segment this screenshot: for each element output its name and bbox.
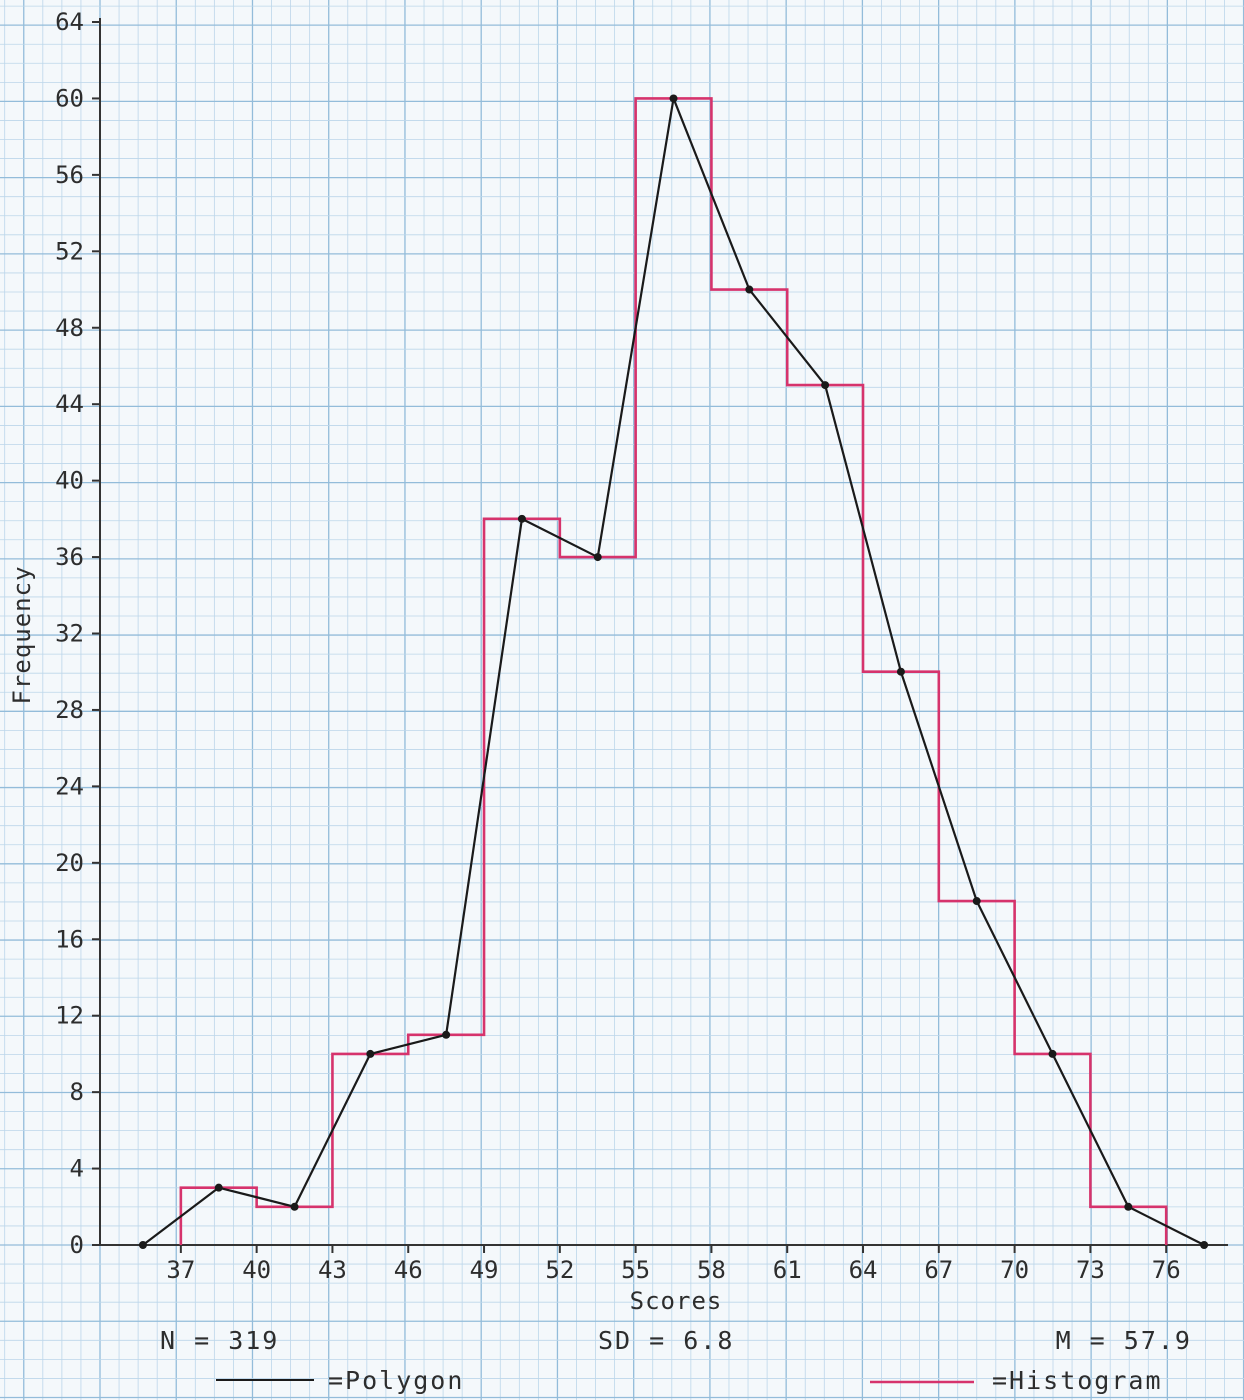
y-tick-label: 32 xyxy=(55,620,84,648)
histogram-bar xyxy=(1090,1207,1166,1245)
y-tick-label: 8 xyxy=(70,1078,84,1106)
x-tick-label: 73 xyxy=(1076,1256,1105,1284)
y-tick-label: 4 xyxy=(70,1155,84,1183)
y-tick-label: 56 xyxy=(55,161,84,189)
histogram-bar xyxy=(484,519,560,1245)
histogram-bar xyxy=(711,290,787,1245)
polygon-point xyxy=(442,1030,451,1039)
y-tick-label: 40 xyxy=(55,467,84,495)
x-tick-label: 67 xyxy=(924,1256,953,1284)
y-tick-label: 28 xyxy=(55,696,84,724)
histogram-bar xyxy=(636,98,712,1245)
legend-histogram-label: =Histogram xyxy=(992,1366,1163,1395)
polygon-point xyxy=(517,514,526,523)
y-tick-label: 64 xyxy=(55,8,84,36)
y-tick-label: 36 xyxy=(55,543,84,571)
legend-polygon-label: =Polygon xyxy=(328,1366,464,1395)
x-tick-label: 49 xyxy=(470,1256,499,1284)
x-tick-label: 43 xyxy=(318,1256,347,1284)
x-tick-label: 37 xyxy=(166,1256,195,1284)
y-tick-label: 24 xyxy=(55,772,84,800)
stat-m: M = 57.9 xyxy=(1056,1326,1192,1355)
polygon-point xyxy=(138,1241,147,1249)
y-tick-label: 0 xyxy=(70,1231,84,1259)
polygon-point xyxy=(593,553,602,562)
x-tick-label: 70 xyxy=(1000,1256,1029,1284)
polygon-point xyxy=(1200,1241,1209,1249)
histogram-bar xyxy=(560,557,636,1245)
x-tick-label: 55 xyxy=(621,1256,650,1284)
histogram-bar xyxy=(863,672,939,1245)
y-tick-label: 52 xyxy=(55,237,84,265)
polygon-point xyxy=(1048,1049,1057,1058)
x-tick-label: 40 xyxy=(242,1256,271,1284)
x-tick-label: 52 xyxy=(545,1256,574,1284)
histogram-bar xyxy=(332,1054,408,1245)
x-tick-label: 64 xyxy=(849,1256,878,1284)
stat-sd: SD = 6.8 xyxy=(598,1326,734,1355)
x-tick-label: 46 xyxy=(394,1256,423,1284)
y-tick-label: 48 xyxy=(55,314,84,342)
polygon-point xyxy=(1124,1202,1133,1211)
polygon-point xyxy=(214,1183,223,1192)
polygon-series xyxy=(138,94,1209,1249)
stat-n: N = 319 xyxy=(160,1326,279,1355)
histogram-bar xyxy=(257,1207,333,1245)
y-tick-label: 44 xyxy=(55,390,84,418)
histogram-bar xyxy=(1015,1054,1091,1245)
histogram-bar xyxy=(181,1188,257,1245)
x-tick-label: 76 xyxy=(1152,1256,1181,1284)
polygon-point xyxy=(290,1202,299,1211)
axes xyxy=(99,18,1228,1246)
x-tick-label: 61 xyxy=(773,1256,802,1284)
polygon-point xyxy=(366,1049,375,1058)
y-tick-label: 60 xyxy=(55,84,84,112)
histogram-bar xyxy=(787,385,863,1245)
histogram-bar xyxy=(408,1035,484,1245)
x-ticks: 37 40 43 46 49 52 55 58 61 64 67 70 73 76 xyxy=(166,1245,1181,1284)
y-tick-label: 12 xyxy=(55,1002,84,1030)
x-tick-label: 58 xyxy=(697,1256,726,1284)
polygon-point xyxy=(821,381,830,390)
polygon-point xyxy=(896,667,905,676)
polygon-point xyxy=(745,285,754,294)
polygon-point xyxy=(972,897,981,906)
polygon-point xyxy=(669,94,678,103)
y-axis-title: Frequency xyxy=(8,565,36,704)
x-axis-title: Scores xyxy=(630,1287,723,1315)
legend: =Polygon =Histogram xyxy=(216,1366,1163,1395)
y-tick-label: 16 xyxy=(55,925,84,953)
y-tick-label: 20 xyxy=(55,849,84,877)
